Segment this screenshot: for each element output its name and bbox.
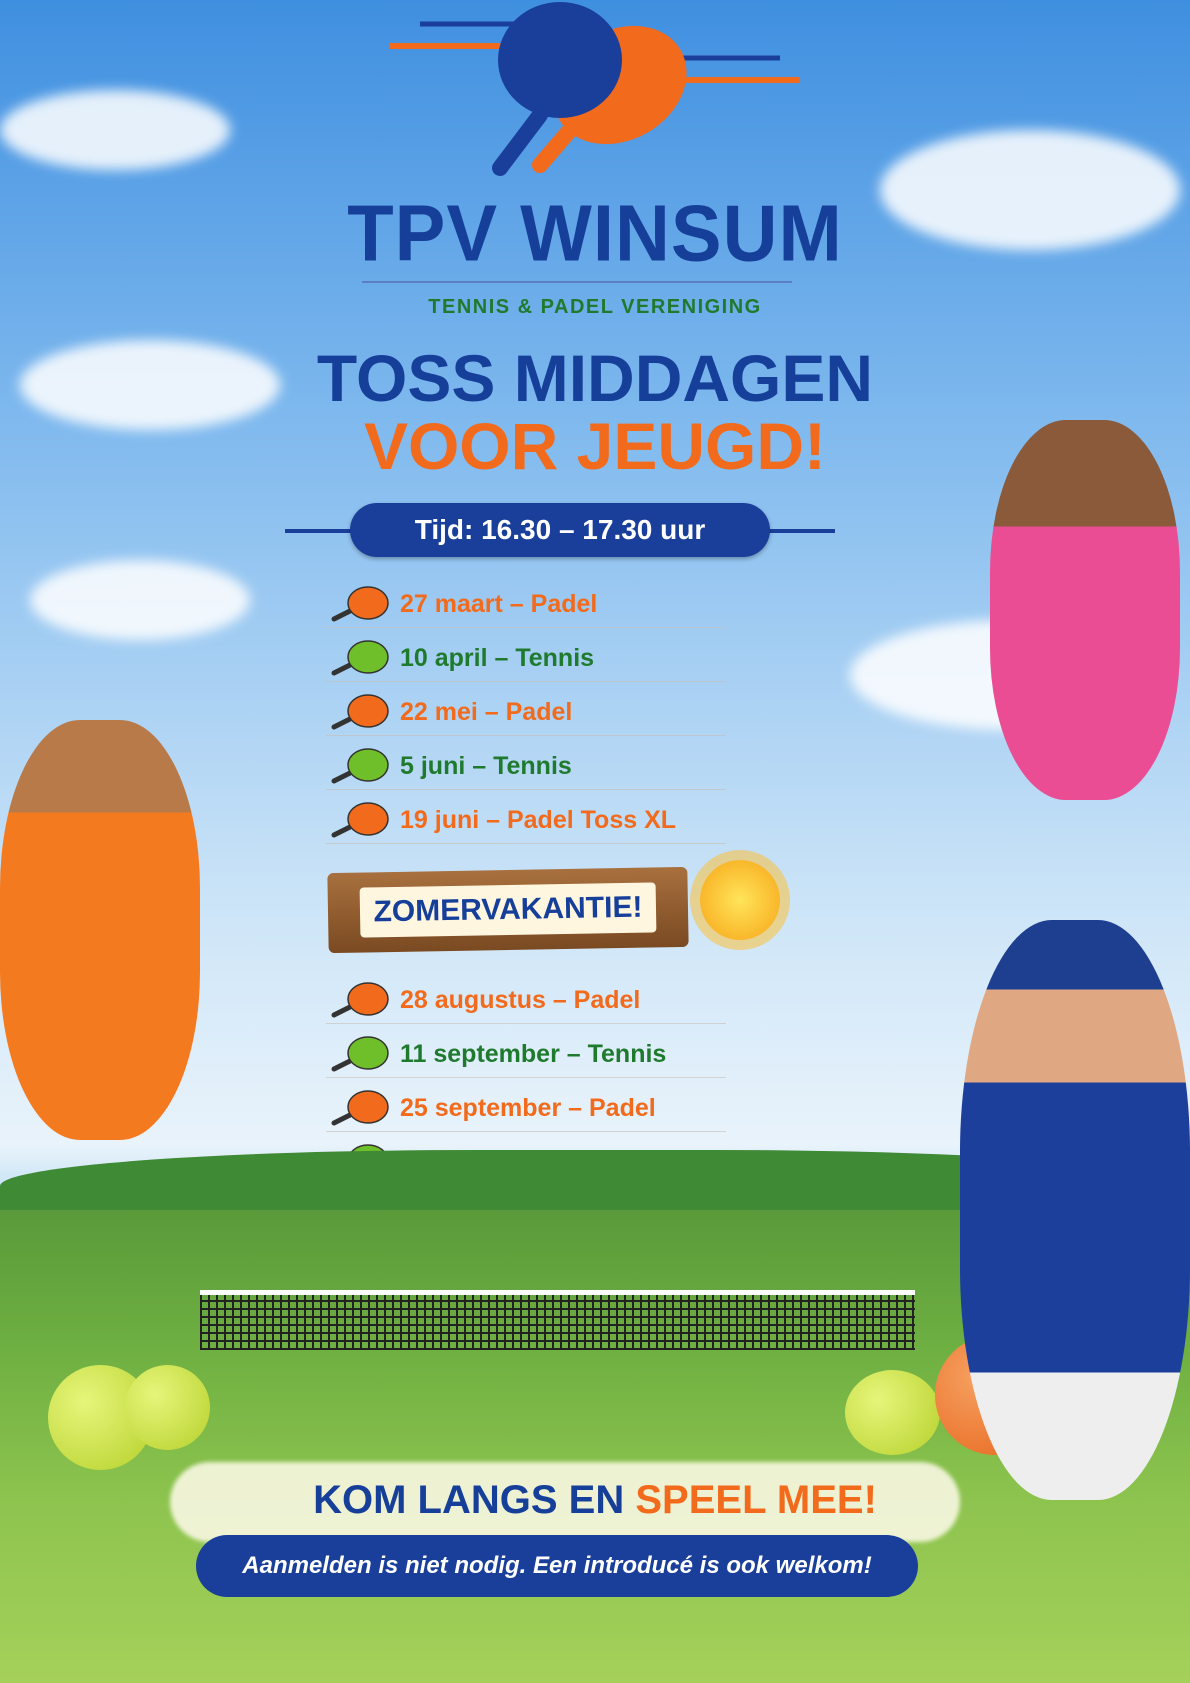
padel-racket-icon (326, 981, 390, 1021)
schedule-item-text: 28 augustus – Padel (400, 986, 641, 1014)
padel-racket-icon (326, 693, 390, 733)
schedule-item: 10 april – Tennis (326, 636, 726, 682)
club-name: TPV WINSUM (347, 188, 843, 279)
divider (765, 529, 835, 533)
tennis-net (200, 1290, 915, 1350)
headline-line1: TOSS MIDDAGEN (316, 341, 874, 415)
summer-break-label: ZOMERVAKANTIE! (359, 882, 657, 938)
cloud (0, 90, 230, 170)
cloud (880, 130, 1180, 250)
cta-part2: SPEEL MEE! (635, 1478, 877, 1522)
schedule-item-text: 19 juni – Padel Toss XL (400, 806, 677, 834)
tennis-racket-icon (326, 1035, 390, 1075)
boy-with-padel-racket (0, 720, 200, 1140)
schedule-item-text: 27 maart – Padel (400, 590, 598, 618)
schedule-item-text: 10 april – Tennis (400, 644, 595, 672)
time-badge: Tijd: 16.30 – 17.30 uur (350, 503, 770, 557)
cloud (30, 560, 250, 640)
girl-with-tennis-racket (990, 420, 1180, 800)
schedule-item-text: 25 september – Padel (400, 1094, 656, 1122)
summer-break-sign: ZOMERVAKANTIE! (327, 866, 689, 954)
schedule-item-text: 5 juni – Tennis (400, 752, 572, 780)
padel-racket-icon (326, 585, 390, 625)
cta-banner (170, 1462, 960, 1542)
registration-note: Aanmelden is niet nodig. Een introducé i… (196, 1535, 918, 1597)
tennis-racket-icon (326, 747, 390, 787)
schedule-item: 28 augustus – Padel (326, 978, 726, 1024)
schedule-item-text: 11 september – Tennis (400, 1040, 667, 1068)
boy-with-tennis-racket (960, 920, 1190, 1500)
cloud (20, 340, 280, 430)
cta-heading: KOM LANGS EN SPEEL MEE! (0, 1478, 1190, 1523)
padel-rackets-logo-icon (390, 2, 800, 176)
schedule-item: 19 juni – Padel Toss XL (326, 798, 726, 844)
cta-part1: KOM LANGS EN (313, 1478, 636, 1522)
padel-racket-icon (326, 1089, 390, 1129)
schedule-item: 27 maart – Padel (326, 582, 726, 628)
divider (362, 281, 792, 283)
tennis-ball (845, 1370, 940, 1455)
sun-icon (700, 860, 780, 940)
club-subtitle: TENNIS & PADEL VERENIGING (428, 296, 762, 318)
schedule-item: 25 september – Padel (326, 1086, 726, 1132)
schedule-item: 11 september – Tennis (326, 1032, 726, 1078)
schedule-item: 22 mei – Padel (326, 690, 726, 736)
divider (285, 529, 355, 533)
schedule-item-text: 22 mei – Padel (400, 698, 573, 726)
padel-racket-icon (326, 801, 390, 841)
tennis-ball (125, 1365, 210, 1450)
schedule-item: 5 juni – Tennis (326, 744, 726, 790)
tennis-racket-icon (326, 639, 390, 679)
headline-line2: VOOR JEUGD! (363, 409, 827, 483)
